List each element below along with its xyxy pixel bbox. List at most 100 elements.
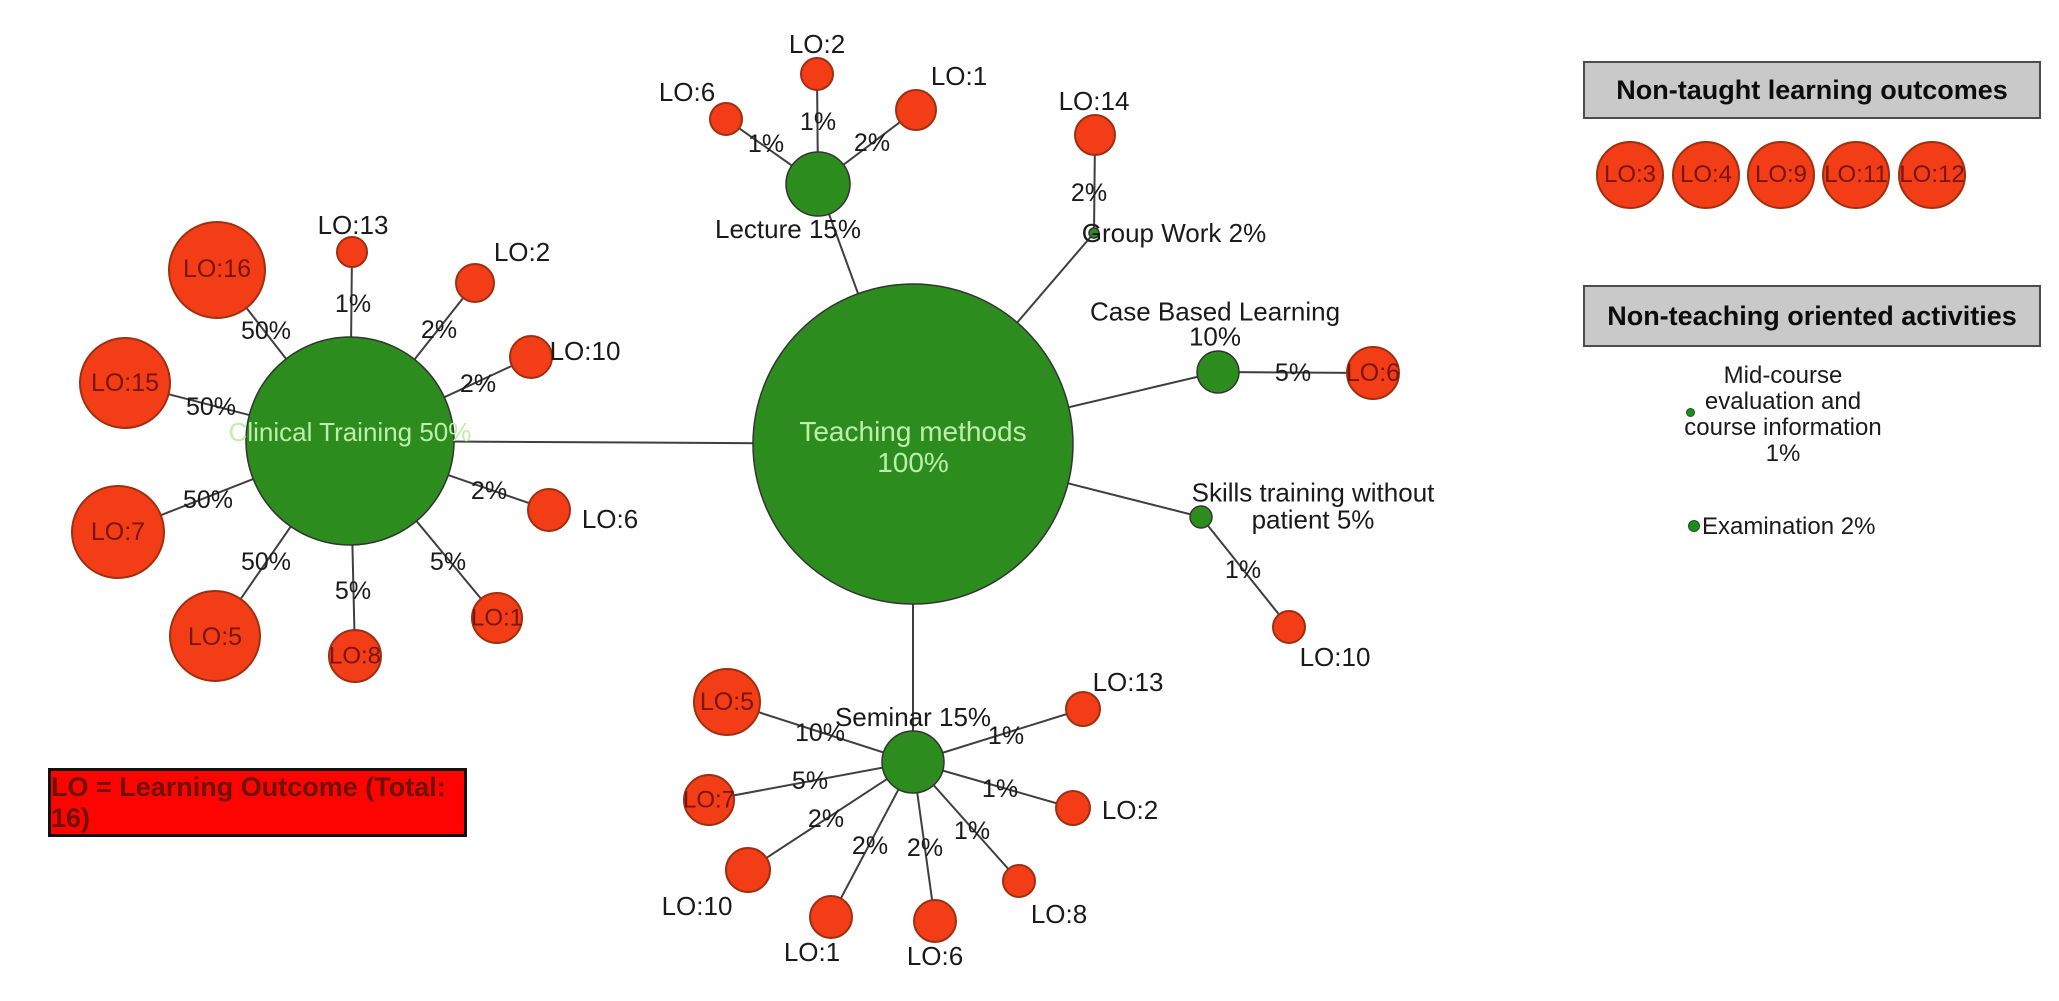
edge-label-seminar-se8: 1% (954, 817, 990, 845)
node-cbl-label: 10% (1189, 322, 1241, 352)
node-c5-circle (169, 590, 261, 682)
non-taught-lo-label: LO:4 (1679, 161, 1733, 188)
node-se1-circle (809, 895, 853, 939)
node-se10-circle (725, 847, 771, 893)
edge-seminar-se10 (747, 761, 914, 871)
examination-dot (1688, 520, 1700, 532)
edge-label-clinical-c16: 50% (241, 317, 291, 345)
edge-seminar-se7 (708, 761, 914, 801)
edge-label-groupwork-g14: 2% (1071, 179, 1107, 207)
node-c2-circle (455, 263, 495, 303)
node-l6-label: LO:6 (659, 77, 715, 107)
node-c8-circle (328, 629, 382, 683)
node-l1-circle (895, 89, 937, 131)
mid-course-line: evaluation and (1704, 388, 1862, 415)
non-teaching-activities-title: Non-teaching oriented activities (1607, 300, 2017, 331)
edge-label-clinical-c5: 50% (241, 548, 291, 576)
edge-label-cbl-cb6: 5% (1275, 359, 1311, 387)
node-se2-circle (1055, 790, 1091, 826)
mid-course-evaluation-dot (1686, 408, 1695, 417)
node-se7-circle (683, 774, 735, 826)
node-teaching-circle (752, 283, 1074, 605)
edge-label-clinical-c15: 50% (186, 393, 236, 421)
node-c8-label: LO:8 (329, 643, 381, 670)
node-se2-label: LO:2 (1102, 795, 1158, 825)
node-skills-label: Skills training without (1192, 478, 1436, 508)
edge-label-skills-s10: 1% (1225, 556, 1261, 584)
non-taught-lo-circle: LO:9 (1747, 141, 1815, 209)
non-teaching-activities-header: Non-teaching oriented activities (1583, 285, 2041, 347)
node-se10-label: LO:10 (662, 891, 733, 921)
node-g14-circle (1074, 114, 1116, 156)
node-se8-circle (1002, 864, 1036, 898)
node-c13-circle (336, 236, 368, 268)
node-se6-label: LO:6 (907, 941, 963, 971)
node-c7-label: LO:7 (91, 518, 145, 546)
node-l1-label: LO:1 (931, 61, 987, 91)
node-skills-circle (1189, 505, 1213, 529)
non-taught-lo-circle: LO:4 (1672, 141, 1740, 209)
node-g14-label: LO:14 (1059, 86, 1130, 116)
node-c10-label: LO:10 (550, 336, 621, 366)
edge-label-seminar-se2: 1% (982, 775, 1018, 803)
node-l6-circle (709, 102, 743, 136)
non-taught-lo-label: LO:3 (1603, 161, 1657, 188)
edge-label-clinical-c7: 50% (183, 486, 233, 514)
node-seminar-label: Seminar 15% (835, 702, 991, 732)
node-lecture-label: Lecture 15% (715, 214, 861, 244)
edge-label-clinical-c1: 5% (430, 548, 466, 576)
node-se8-label: LO:8 (1031, 899, 1087, 929)
node-se6-circle (913, 899, 957, 943)
node-teaching-label: 100% (877, 447, 949, 478)
edge-label-lecture-l6: 1% (748, 130, 784, 158)
non-taught-lo-circle: LO:11 (1822, 141, 1890, 209)
node-s10-circle (1272, 610, 1306, 644)
edge-label-clinical-c13: 1% (335, 290, 371, 318)
edge-label-clinical-c6: 2% (471, 477, 507, 505)
mid-course-evaluation-label: Mid-course evaluation and course informa… (1650, 363, 1916, 467)
edge-label-lecture-l2: 1% (800, 108, 836, 136)
lo-legend-label: LO = Learning Outcome (Total: 16) (51, 771, 446, 833)
node-lecture-circle (785, 151, 851, 217)
edge-label-seminar-se6: 2% (907, 834, 943, 862)
node-clinical-label: Clinical Training 50% (229, 417, 472, 447)
mid-course-line: 1% (1765, 440, 1801, 467)
non-taught-outcomes-title: Non-taught learning outcomes (1616, 74, 2008, 105)
non-taught-lo-circle: LO:12 (1898, 141, 1966, 209)
edge-label-seminar-se10: 2% (808, 805, 844, 833)
mid-course-line: course information (1684, 414, 1882, 441)
node-c1-circle (471, 592, 523, 644)
non-taught-lo-label: LO:12 (1899, 161, 1965, 188)
node-c5-label: LO:5 (188, 623, 242, 651)
non-taught-outcomes-header: Non-taught learning outcomes (1583, 61, 2041, 119)
node-c15-circle (79, 337, 171, 429)
node-c6-label: LO:6 (582, 504, 638, 534)
edge-label-clinical-c8: 5% (335, 577, 371, 605)
node-l2-label: LO:2 (789, 29, 845, 59)
node-c13-label: LO:13 (318, 210, 389, 240)
edge-label-seminar-se5: 10% (795, 719, 845, 747)
node-c2-label: LO:2 (494, 237, 550, 267)
non-taught-lo-circle: LO:3 (1596, 141, 1664, 209)
node-c10-circle (509, 335, 553, 379)
edge-skills-s10 (1200, 516, 1290, 628)
node-seminar-circle (881, 730, 945, 794)
node-teaching-label: Teaching methods (799, 416, 1026, 447)
node-se1-label: LO:1 (784, 937, 840, 967)
node-cbl-circle (1196, 350, 1240, 394)
node-c7-circle (71, 485, 165, 579)
node-se7-label: LO:7 (683, 787, 735, 814)
node-groupwork-label: Group Work 2% (1082, 218, 1266, 248)
node-c15-label: LO:15 (91, 369, 159, 397)
edge-label-clinical-c2: 2% (421, 316, 457, 344)
edge-label-seminar-se1: 2% (852, 832, 888, 860)
edge-label-seminar-se13: 1% (988, 722, 1024, 750)
lo-legend-box: LO = Learning Outcome (Total: 16) (48, 768, 467, 837)
mid-course-line: Mid-course (1723, 362, 1843, 389)
node-cb6-circle (1346, 346, 1400, 400)
node-c16-label: LO:16 (183, 255, 251, 283)
node-se13-circle (1065, 691, 1101, 727)
edge-label-seminar-se7: 5% (792, 767, 828, 795)
